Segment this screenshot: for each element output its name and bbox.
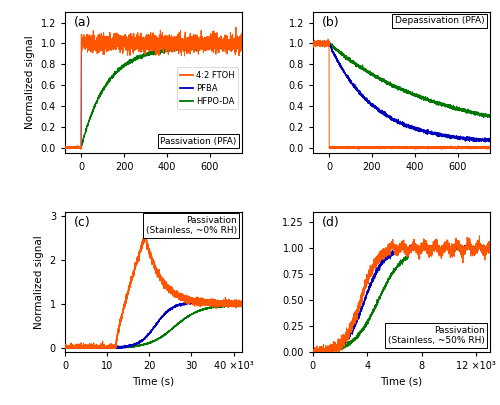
Text: (b): (b) [322, 16, 340, 30]
Text: Passivation
(Stainless, ~50% RH): Passivation (Stainless, ~50% RH) [388, 326, 484, 345]
Legend: 4:2 FTOH, PFBA, HFPO-DA: 4:2 FTOH, PFBA, HFPO-DA [177, 67, 238, 109]
Text: (c): (c) [74, 216, 90, 229]
Text: Depassivation (PFA): Depassivation (PFA) [395, 16, 484, 26]
X-axis label: Time (s): Time (s) [132, 377, 174, 387]
Y-axis label: Normalized signal: Normalized signal [34, 235, 44, 329]
Text: Passivation (PFA): Passivation (PFA) [160, 137, 237, 146]
Text: Passivation
(Stainless, ~0% RH): Passivation (Stainless, ~0% RH) [146, 216, 237, 235]
X-axis label: Time (s): Time (s) [380, 377, 422, 387]
Text: (d): (d) [322, 216, 340, 229]
Y-axis label: Normalized signal: Normalized signal [25, 36, 35, 129]
Text: (a): (a) [74, 16, 92, 30]
